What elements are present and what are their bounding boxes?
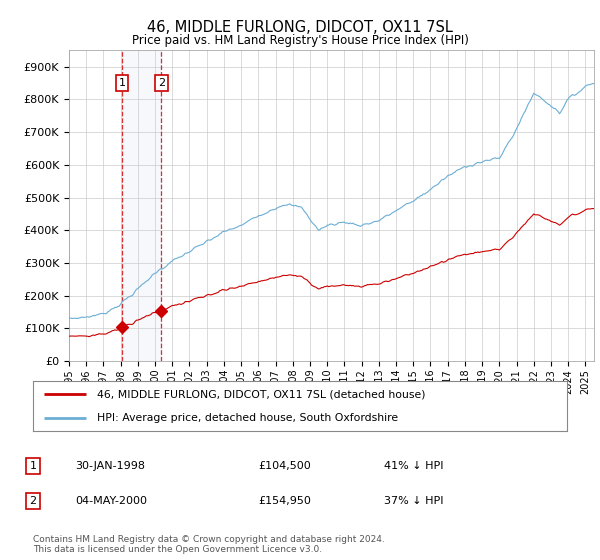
Text: 46, MIDDLE FURLONG, DIDCOT, OX11 7SL (detached house): 46, MIDDLE FURLONG, DIDCOT, OX11 7SL (de… [97, 389, 425, 399]
Text: HPI: Average price, detached house, South Oxfordshire: HPI: Average price, detached house, Sout… [97, 413, 398, 423]
Text: 46, MIDDLE FURLONG, DIDCOT, OX11 7SL: 46, MIDDLE FURLONG, DIDCOT, OX11 7SL [147, 20, 453, 35]
Text: 30-JAN-1998: 30-JAN-1998 [75, 461, 145, 471]
Text: 04-MAY-2000: 04-MAY-2000 [75, 496, 147, 506]
Text: 37% ↓ HPI: 37% ↓ HPI [384, 496, 443, 506]
Text: £104,500: £104,500 [258, 461, 311, 471]
Text: 41% ↓ HPI: 41% ↓ HPI [384, 461, 443, 471]
Text: Price paid vs. HM Land Registry's House Price Index (HPI): Price paid vs. HM Land Registry's House … [131, 34, 469, 46]
Text: Contains HM Land Registry data © Crown copyright and database right 2024.
This d: Contains HM Land Registry data © Crown c… [33, 535, 385, 554]
Text: 2: 2 [158, 78, 165, 88]
Bar [122, 50, 161, 361]
Text: 2: 2 [29, 496, 37, 506]
Text: 1: 1 [29, 461, 37, 471]
Text: 1: 1 [119, 78, 125, 88]
Text: £154,950: £154,950 [258, 496, 311, 506]
